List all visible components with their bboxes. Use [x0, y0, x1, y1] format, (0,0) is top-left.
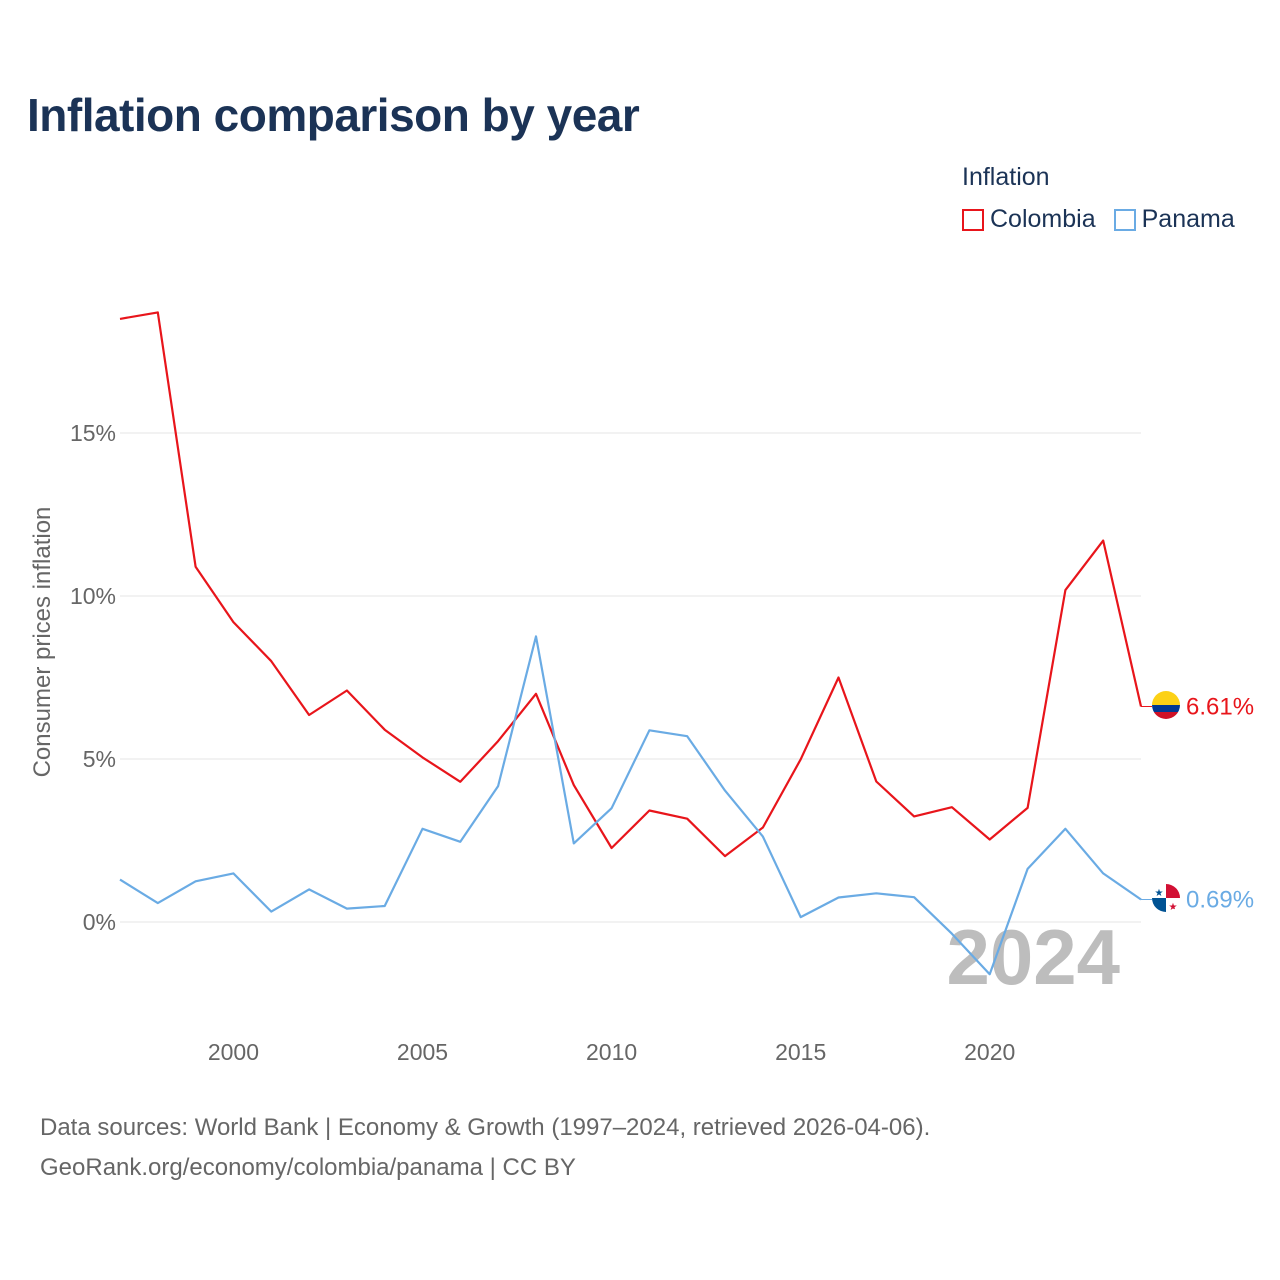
- chart-title: Inflation comparison by year: [27, 89, 640, 141]
- x-tick-label: 2000: [208, 1039, 259, 1065]
- x-tick-label: 2010: [586, 1039, 637, 1065]
- y-tick-label: 10%: [70, 583, 116, 609]
- y-tick-label: 5%: [83, 746, 116, 772]
- y-tick-label: 15%: [70, 420, 116, 446]
- flag-colombia-icon: [1152, 691, 1180, 719]
- legend-title: Inflation: [962, 163, 1050, 191]
- flag-panama-icon: ★ ★: [1152, 884, 1180, 913]
- x-tick-label: 2020: [964, 1039, 1015, 1065]
- svg-text:★: ★: [1169, 902, 1178, 913]
- series-line-panama[interactable]: [119, 635, 1142, 976]
- end-label-panama: 0.69%: [1186, 887, 1254, 914]
- x-tick-label: 2005: [397, 1039, 448, 1065]
- x-tick-label: 2015: [775, 1039, 826, 1065]
- legend-swatch-colombia: [962, 208, 984, 231]
- series-line-colombia[interactable]: [119, 311, 1143, 858]
- end-label-colombia: 6.61%: [1186, 694, 1254, 721]
- svg-text:★: ★: [1155, 888, 1164, 899]
- legend-swatch-panama: [1113, 208, 1136, 231]
- legend: Colombia Panama: [962, 205, 1253, 234]
- source-note: Data sources: World Bank | Economy & Gro…: [40, 1108, 930, 1188]
- source-line-2[interactable]: GeoRank.org/economy/colombia/panama | CC…: [40, 1154, 576, 1181]
- source-line-1: Data sources: World Bank | Economy & Gro…: [40, 1114, 931, 1141]
- legend-label-panama: Panama: [1141, 205, 1235, 233]
- legend-item-panama[interactable]: Panama: [1113, 205, 1235, 234]
- year-watermark: 2024: [946, 913, 1120, 1001]
- legend-label-colombia: Colombia: [990, 205, 1096, 233]
- legend-item-colombia[interactable]: Colombia: [962, 205, 1096, 234]
- y-tick-label: 0%: [83, 909, 116, 935]
